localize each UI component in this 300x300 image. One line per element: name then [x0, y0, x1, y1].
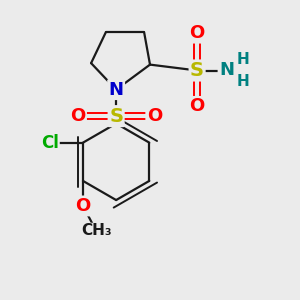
Text: N: N [219, 61, 234, 80]
Text: O: O [190, 24, 205, 42]
Text: O: O [75, 197, 91, 215]
Text: CH₃: CH₃ [81, 224, 112, 238]
Text: O: O [70, 107, 85, 125]
Text: H: H [236, 52, 249, 67]
Text: S: S [109, 106, 123, 126]
Text: O: O [147, 107, 162, 125]
Text: H: H [236, 74, 249, 89]
Text: O: O [190, 98, 205, 116]
Text: S: S [190, 61, 204, 80]
Text: Cl: Cl [41, 134, 59, 152]
Text: N: N [109, 81, 124, 99]
